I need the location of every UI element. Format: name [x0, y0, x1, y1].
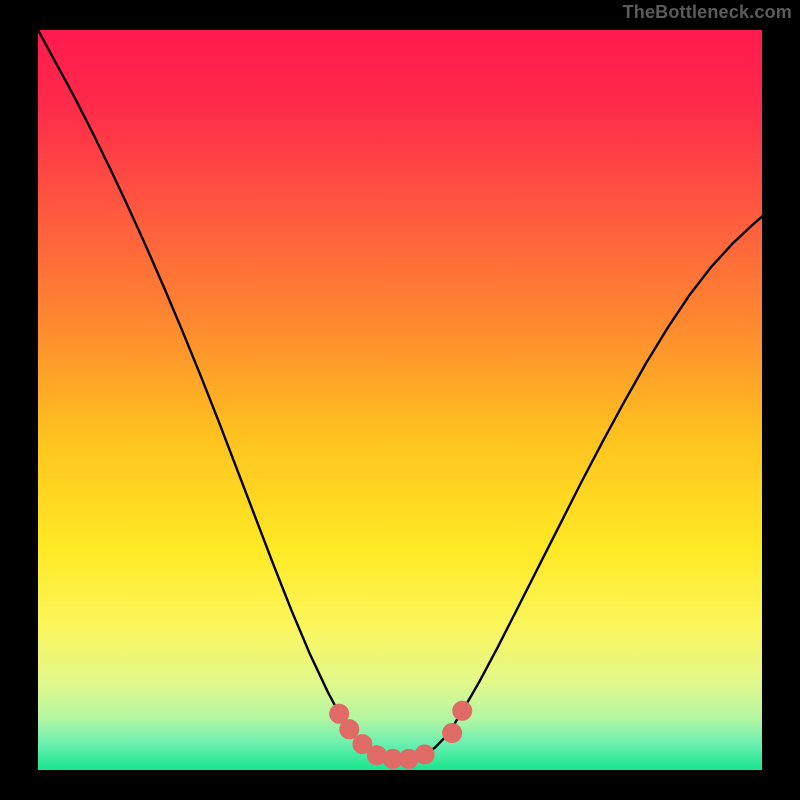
optimal-marker — [453, 701, 472, 720]
optimal-marker — [340, 720, 359, 739]
optimal-marker — [443, 724, 462, 743]
attribution-label: TheBottleneck.com — [623, 2, 792, 23]
chart-stage: TheBottleneck.com — [0, 0, 800, 800]
optimal-marker — [415, 745, 434, 764]
bottleneck-curve — [38, 30, 762, 759]
plot-area — [38, 30, 762, 770]
curve-layer — [38, 30, 762, 770]
